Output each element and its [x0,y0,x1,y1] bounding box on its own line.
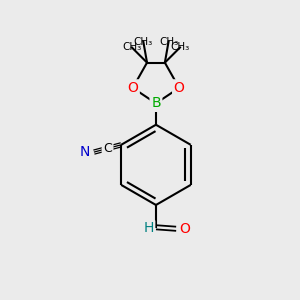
Text: O: O [127,81,138,95]
Text: O: O [174,81,184,95]
Text: CH₃: CH₃ [134,37,153,46]
Text: N: N [80,145,90,158]
Text: B: B [151,96,161,110]
Text: C: C [103,142,112,155]
Text: CH₃: CH₃ [122,43,142,52]
Text: H: H [143,221,154,235]
Text: CH₃: CH₃ [170,43,190,52]
Text: CH₃: CH₃ [159,37,178,46]
Text: O: O [179,222,190,236]
